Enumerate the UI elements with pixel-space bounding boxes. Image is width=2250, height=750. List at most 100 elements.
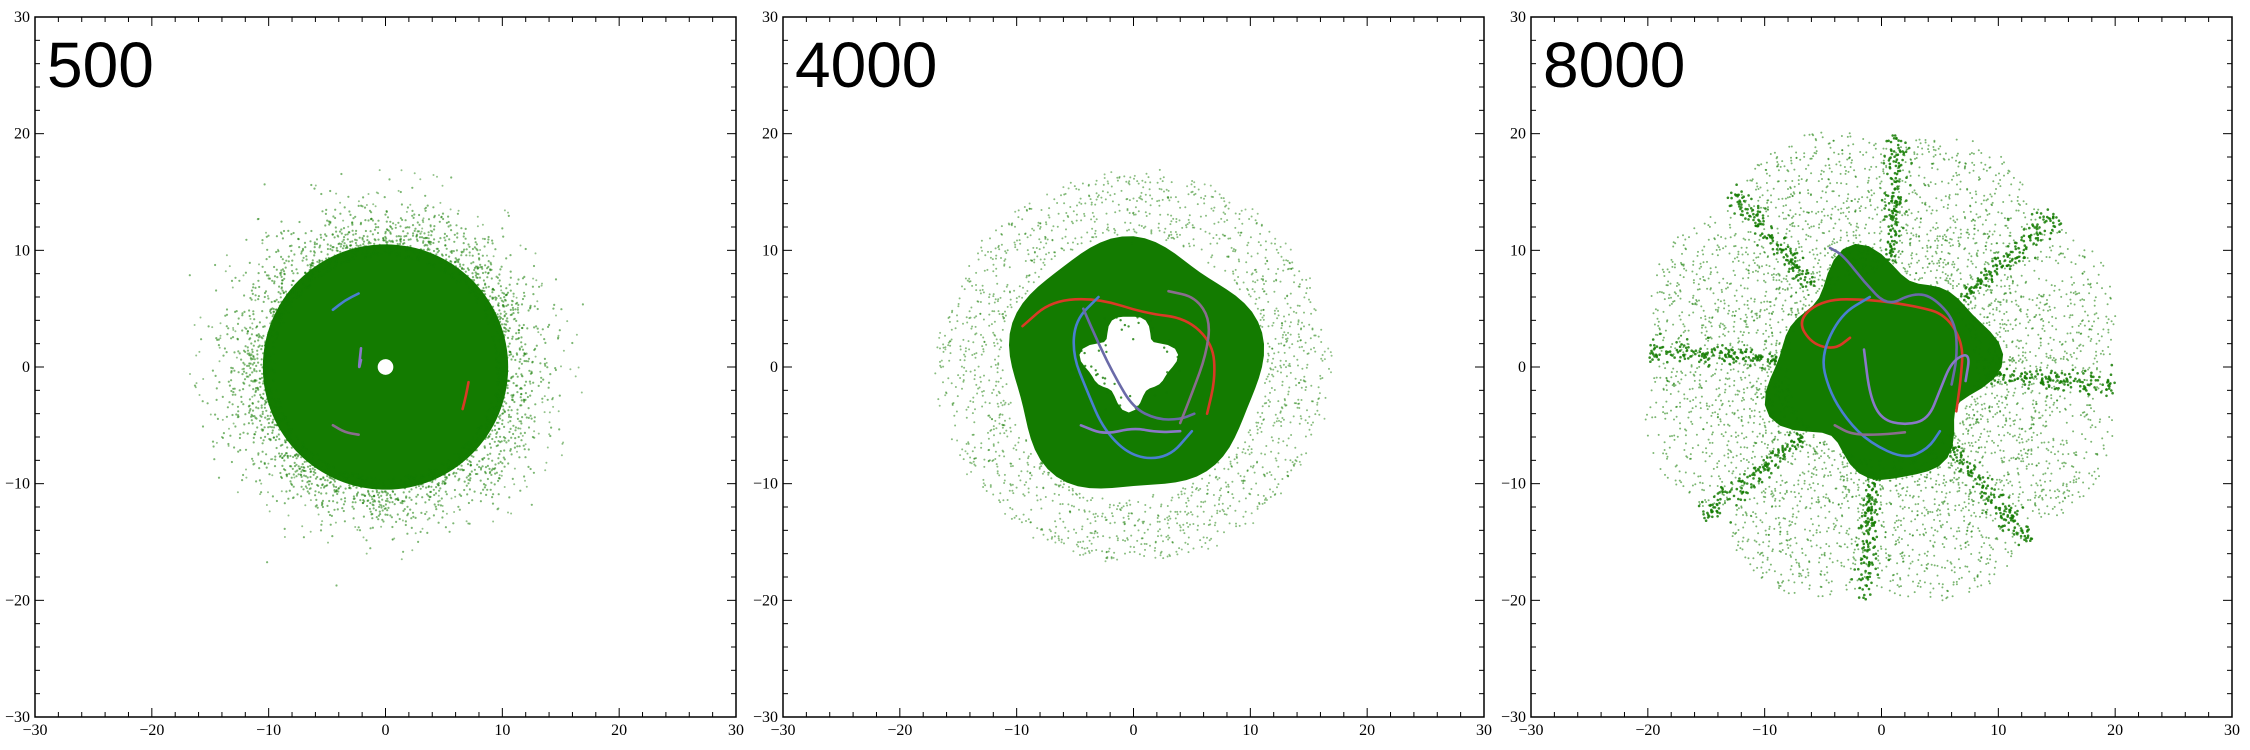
scatter-point (261, 265, 264, 268)
scatter-point (464, 237, 467, 240)
scatter-point (1160, 188, 1163, 191)
scatter-point (1266, 375, 1269, 378)
scatter-point (1041, 458, 1044, 460)
scatter-point (526, 327, 529, 330)
scatter-point (321, 259, 324, 262)
scatter-point (492, 324, 496, 327)
scatter-point (2066, 332, 2069, 335)
scatter-point (1086, 499, 1089, 502)
scatter-point (1173, 237, 1176, 240)
scatter-point (260, 358, 263, 361)
scatter-point (1038, 467, 1041, 470)
scatter-point (1093, 532, 1096, 535)
scatter-point (248, 373, 252, 376)
scatter-point (1223, 531, 1225, 534)
scatter-point (546, 398, 549, 401)
scatter-point (1193, 181, 1196, 184)
scatter-point (237, 350, 240, 353)
scatter-point (499, 352, 502, 355)
scatter-point (492, 414, 495, 417)
scatter-point (1136, 539, 1139, 542)
scatter-point (333, 254, 336, 257)
scatter-point (1261, 405, 1264, 408)
scatter-point (1250, 488, 1253, 490)
scatter-point (1296, 456, 1299, 459)
scatter-point (1144, 510, 1147, 513)
scatter-point (517, 311, 520, 314)
scatter-point (552, 307, 555, 310)
scatter-point (370, 481, 373, 484)
scatter-point (974, 333, 977, 336)
scatter-point (1241, 222, 1244, 225)
scatter-point (419, 232, 422, 235)
scatter-point (1259, 319, 1262, 321)
scatter-point (990, 323, 993, 326)
scatter-point (1196, 515, 1199, 518)
scatter-point (960, 365, 963, 368)
scatter-point (266, 561, 269, 564)
scatter-point (1037, 275, 1040, 278)
scatter-point (364, 479, 367, 482)
scatter-point (965, 408, 968, 411)
scatter-point (529, 382, 532, 385)
y-tick-label: −10 (753, 476, 778, 493)
scatter-point (1282, 333, 1284, 336)
scatter-point (464, 270, 467, 273)
scatter-point (235, 356, 238, 359)
scatter-point (484, 304, 487, 308)
scatter-point (1274, 457, 1277, 460)
scatter-point (343, 471, 346, 474)
scatter-point (513, 446, 517, 449)
scatter-point (395, 255, 399, 258)
scatter-point (311, 264, 314, 267)
scatter-point (1012, 492, 1015, 495)
scatter-point (251, 415, 254, 418)
scatter-point (251, 422, 254, 425)
scatter-point (414, 227, 417, 230)
scatter-point (1040, 507, 1043, 510)
scatter-point (218, 346, 221, 349)
scatter-point (225, 415, 228, 418)
scatter-point (479, 492, 482, 495)
scatter-point (1999, 303, 2002, 306)
scatter-point (1081, 528, 1083, 531)
scatter-point (495, 347, 498, 351)
scatter-point (442, 510, 445, 513)
scatter-point (411, 234, 415, 237)
scatter-point (327, 270, 330, 273)
scatter-point (294, 444, 297, 447)
scatter-point (280, 316, 283, 319)
scatter-point (479, 295, 482, 298)
scatter-point (1191, 226, 1194, 229)
scatter-point (429, 469, 432, 472)
scatter-point (1075, 187, 1078, 190)
scatter-point (2059, 245, 2062, 248)
scatter-point (309, 269, 312, 272)
scatter-point (528, 380, 532, 383)
scatter-point (500, 391, 503, 394)
scatter-point (1042, 246, 1045, 249)
scatter-point (300, 465, 303, 469)
scatter-point (1297, 398, 1300, 401)
scatter-point (278, 406, 281, 409)
scatter-point (381, 509, 384, 512)
scatter-point (1210, 195, 1213, 198)
scatter-point (971, 354, 974, 356)
scatter-point (1287, 390, 1290, 393)
scatter-point (476, 427, 480, 430)
scatter-point (426, 518, 429, 521)
scatter-point (1229, 504, 1232, 507)
scatter-point (437, 494, 440, 497)
scatter-point (1275, 248, 1278, 251)
scatter-point (1224, 205, 1227, 208)
scatter-point (332, 494, 335, 497)
scatter-point (283, 439, 287, 442)
scatter-point (1107, 229, 1110, 232)
scatter-point (1009, 303, 1012, 306)
scatter-point (342, 238, 345, 241)
scatter-point (482, 435, 486, 438)
scatter-point (1281, 417, 1284, 419)
scatter-point (411, 511, 415, 514)
scatter-point (962, 380, 965, 383)
scatter-point (970, 327, 973, 330)
